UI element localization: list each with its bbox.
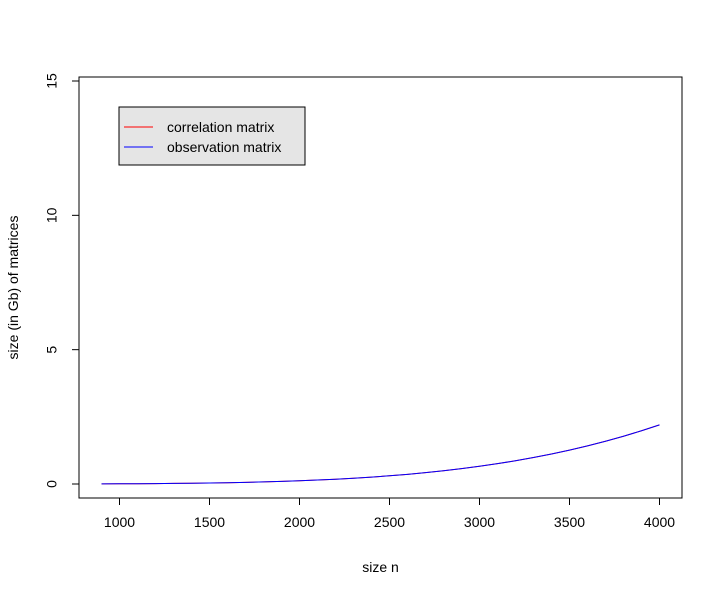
y-tick-label: 10 — [44, 207, 60, 223]
series-layer — [101, 424, 660, 485]
legend-box — [118, 106, 306, 166]
y-axis: 0 5 10 15 — [44, 73, 80, 488]
x-tick-label: 2000 — [284, 514, 315, 530]
series-line-correlation-matrix — [101, 424, 660, 485]
x-tick-label: 3500 — [554, 514, 585, 530]
x-tick-label: 4000 — [644, 514, 675, 530]
legend-label: observation matrix — [167, 139, 281, 155]
x-axis-title: size n — [362, 559, 399, 575]
x-tick-label: 3000 — [464, 514, 495, 530]
y-tick-label: 0 — [44, 480, 60, 488]
x-tick-label: 2500 — [374, 514, 405, 530]
series-line-observation-matrix — [101, 424, 660, 485]
y-tick-label: 15 — [44, 73, 60, 89]
legend-label: correlation matrix — [167, 119, 274, 135]
x-axis: 1000 1500 2000 2500 3000 3500 4000 — [104, 497, 675, 530]
y-tick-label: 5 — [44, 346, 60, 354]
x-tick-label: 1000 — [104, 514, 135, 530]
x-tick-label: 1500 — [194, 514, 225, 530]
legend: correlation matrix observation matrix — [118, 106, 306, 166]
y-axis-title: size (in Gb) of matrices — [5, 216, 21, 360]
